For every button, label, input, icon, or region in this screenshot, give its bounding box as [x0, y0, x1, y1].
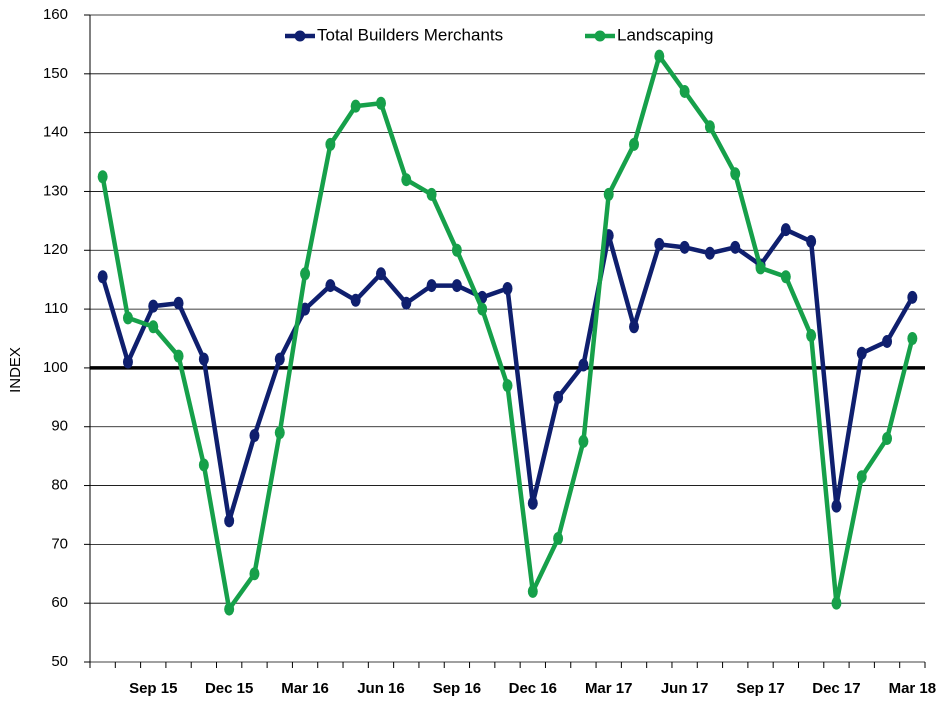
x-tick-label: Jun 16	[357, 680, 405, 697]
data-point	[375, 267, 386, 281]
data-point	[780, 223, 791, 237]
data-point	[401, 173, 412, 187]
data-point	[527, 496, 538, 510]
x-tick-label: Sep 17	[736, 680, 784, 697]
y-tick-label: 140	[43, 124, 68, 141]
legend-marker	[294, 30, 306, 42]
data-point	[350, 293, 361, 307]
data-point	[831, 596, 842, 610]
data-point	[553, 531, 564, 545]
data-point	[97, 270, 108, 284]
data-point	[780, 270, 791, 284]
y-tick-label: 100	[43, 359, 68, 376]
data-point	[730, 240, 741, 254]
data-point	[274, 352, 285, 366]
data-point	[882, 431, 893, 445]
data-point	[755, 261, 766, 275]
x-tick-label: Sep 15	[129, 680, 177, 697]
data-point	[704, 246, 715, 260]
data-point	[173, 296, 184, 310]
y-tick-label: 70	[51, 535, 68, 552]
x-tick-label: Dec 17	[812, 680, 860, 697]
data-point	[451, 243, 462, 257]
data-point	[173, 349, 184, 363]
data-point	[654, 237, 665, 251]
y-tick-label: 160	[43, 6, 68, 23]
y-tick-label: 130	[43, 182, 68, 199]
data-point	[477, 302, 488, 316]
data-point	[350, 99, 361, 113]
x-tick-label: Jun 17	[661, 680, 709, 697]
data-point	[224, 514, 235, 528]
data-point	[806, 234, 817, 248]
y-tick-label: 60	[51, 594, 68, 611]
data-point	[451, 279, 462, 293]
data-point	[300, 302, 311, 316]
data-point	[629, 320, 640, 334]
data-point	[654, 49, 665, 63]
data-point	[806, 329, 817, 343]
data-point	[122, 311, 133, 325]
data-point	[122, 355, 133, 369]
data-point	[325, 279, 336, 293]
data-point	[148, 320, 159, 334]
data-point	[502, 282, 513, 296]
data-point	[426, 187, 437, 201]
data-point	[198, 352, 209, 366]
data-point	[831, 499, 842, 513]
data-point	[274, 426, 285, 440]
y-tick-label: 110	[44, 300, 68, 317]
data-point	[603, 187, 614, 201]
x-tick-label: Sep 16	[433, 680, 481, 697]
data-point	[629, 137, 640, 151]
data-point	[704, 120, 715, 134]
data-point	[502, 379, 513, 393]
y-tick-label: 150	[43, 65, 68, 82]
series-line	[100, 53, 915, 612]
data-point	[907, 290, 918, 304]
data-point	[325, 137, 336, 151]
data-point	[553, 390, 564, 404]
x-tick-label: Dec 15	[205, 680, 253, 697]
data-point	[97, 170, 108, 184]
data-point	[249, 429, 260, 443]
data-point	[856, 346, 867, 360]
data-point	[578, 434, 589, 448]
data-point	[401, 296, 412, 310]
data-point	[882, 334, 893, 348]
data-point	[527, 584, 538, 598]
x-tick-label: Mar 18	[889, 680, 937, 697]
y-tick-label: 120	[43, 241, 68, 258]
data-point	[679, 240, 690, 254]
x-tick-label: Dec 16	[509, 680, 557, 697]
data-point	[224, 602, 235, 616]
legend-marker	[594, 30, 606, 42]
y-tick-label: 90	[51, 418, 68, 435]
data-point	[148, 299, 159, 313]
y-tick-label: 50	[51, 653, 68, 670]
data-point	[300, 267, 311, 281]
y-axis-label: INDEX	[7, 347, 24, 393]
legend-label: Landscaping	[617, 25, 713, 44]
series-line	[100, 227, 915, 524]
data-point	[730, 167, 741, 181]
data-point	[856, 470, 867, 484]
data-point	[578, 358, 589, 372]
data-point	[198, 458, 209, 472]
legend-label: Total Builders Merchants	[317, 25, 503, 44]
data-point	[679, 84, 690, 98]
data-point	[907, 332, 918, 345]
data-point	[249, 567, 260, 581]
x-tick-label: Mar 17	[585, 680, 633, 697]
y-tick-label: 80	[51, 477, 68, 494]
x-tick-label: Mar 16	[281, 680, 329, 697]
data-point	[375, 96, 386, 110]
data-point	[426, 279, 437, 293]
